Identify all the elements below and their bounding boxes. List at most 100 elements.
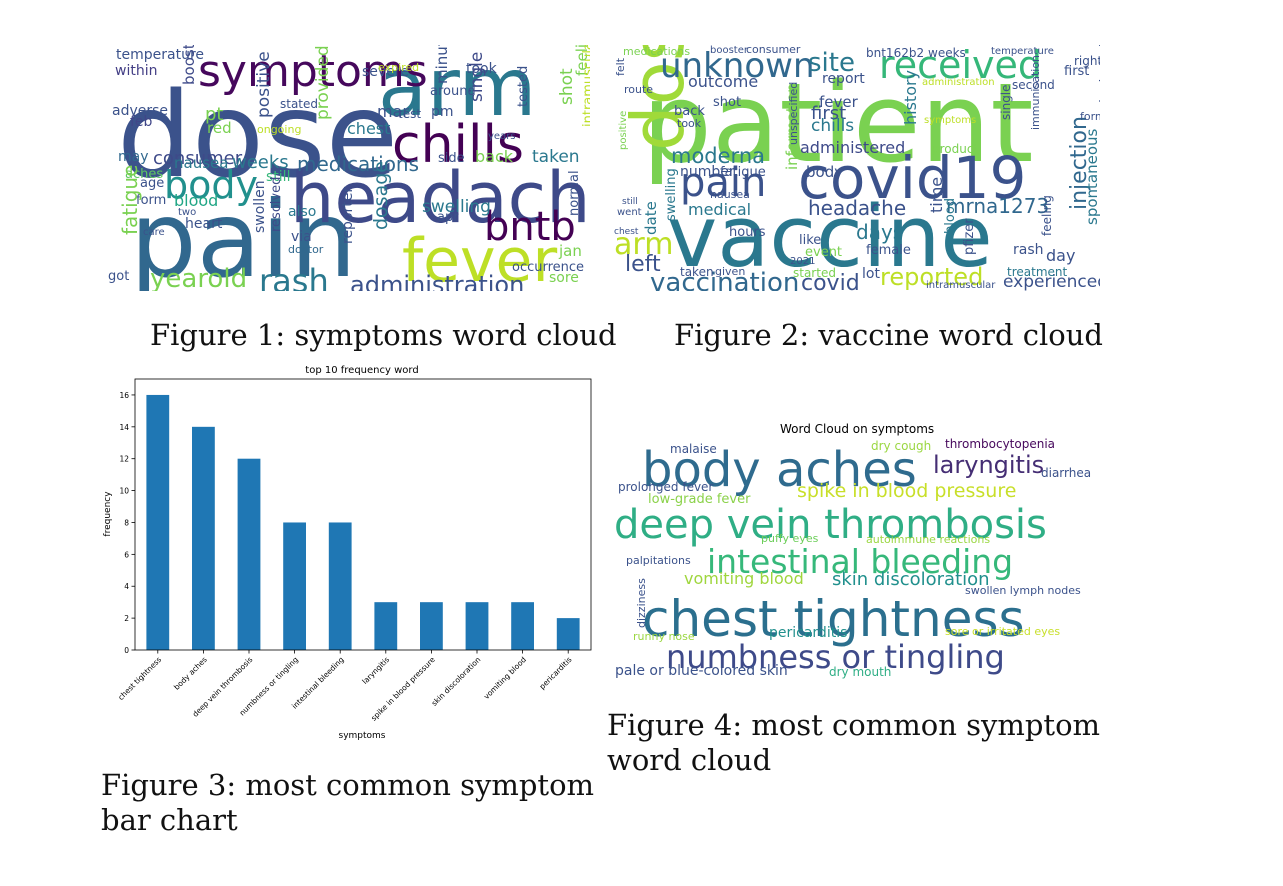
y-tick-label: 16	[119, 391, 129, 400]
word-product: product	[932, 141, 979, 156]
word-apr: apr	[437, 209, 459, 225]
word-report: report	[822, 71, 865, 88]
word-left: left	[625, 251, 661, 277]
word-dosage: dosage	[370, 161, 392, 230]
common-symptom-word-cloud: chest tightness body aches deep vein throm…	[606, 437, 1106, 683]
word-mar: mar	[377, 101, 409, 121]
bar-body-aches	[192, 426, 215, 650]
word-felt: felt	[614, 57, 627, 76]
figure-2-caption: Figure 2: vaccine word cloud	[674, 318, 1103, 352]
word-dry-cough: dry cough	[871, 438, 932, 453]
x-tick-label: pericarditis	[538, 655, 574, 691]
word-taken: taken	[532, 146, 580, 167]
chart-title: top 10 frequency word	[305, 365, 418, 376]
x-tick-label: chest tightness	[116, 655, 163, 702]
word-site: site	[808, 47, 855, 78]
word-hours: hours	[729, 224, 766, 240]
word-number: number	[680, 164, 735, 181]
word-reported: reported	[880, 263, 984, 291]
word-dizziness: dizziness	[635, 578, 648, 628]
bar-vomiting-blood	[511, 602, 534, 650]
word-still: still	[622, 196, 638, 207]
word-malaise: malaise	[670, 441, 717, 456]
word-medications: medications	[297, 152, 420, 177]
word-swelling: swelling	[422, 196, 491, 217]
word-expired: expired	[378, 61, 420, 75]
word-took: took	[677, 117, 702, 131]
word-doctor: doctor	[288, 243, 324, 257]
y-tick-label: 4	[124, 582, 129, 591]
x-tick-label: skin discoloration	[430, 655, 483, 708]
word-symptoms: symptoms	[924, 115, 977, 127]
word-rash: rash	[259, 262, 329, 291]
y-tick-label: 8	[124, 518, 129, 527]
word-covid: covid	[801, 270, 860, 291]
word-taken: taken	[680, 264, 714, 279]
word-palpitations: palpitations	[626, 554, 691, 568]
y-tick-label: 2	[124, 614, 129, 623]
word-sore-or-irritated-eyes: sore or irritated eyes	[945, 625, 1061, 639]
word-single: single	[467, 51, 487, 102]
word-sore: sore	[549, 270, 579, 287]
word-unknown: unknown	[660, 46, 815, 87]
word-vaccine: vaccine	[667, 187, 993, 287]
word-went: went	[617, 207, 642, 219]
word-rash: rash	[1013, 242, 1044, 259]
word-fever: fever	[819, 93, 858, 112]
word-right: right	[1074, 53, 1100, 68]
word-outcome: outcome	[688, 71, 759, 91]
word-positive: positive	[618, 110, 629, 150]
y-tick-label: 0	[124, 646, 129, 655]
word-body: body	[806, 163, 844, 182]
word-red: red	[207, 119, 232, 138]
bar-laryngitis	[374, 602, 398, 650]
word-took: took	[466, 61, 497, 78]
word-pfizer: pfizer	[962, 218, 977, 255]
x-axis-label: symptoms	[339, 731, 386, 741]
y-tick-label: 14	[119, 423, 129, 432]
word-administered: administered	[800, 137, 906, 157]
word-side: side	[438, 150, 465, 166]
y-tick-label: 6	[124, 550, 129, 559]
word-form: form	[136, 192, 167, 208]
word-pm: pm	[431, 104, 454, 121]
word-day: day	[1046, 245, 1076, 265]
word-back: back	[475, 146, 514, 166]
word-immunisation: immunisation	[1029, 54, 1042, 130]
word-vaccination: vaccination	[650, 267, 800, 291]
word-single: single	[999, 84, 1013, 120]
figure-3-caption: Figure 3: most common symptom bar chart	[101, 768, 595, 837]
word-unspecified: unspecified	[787, 81, 800, 145]
word-first: first	[811, 102, 847, 124]
word-tested: tested	[516, 65, 531, 107]
word-still: still	[266, 169, 291, 186]
word-temperature: temperature	[116, 47, 204, 64]
word-reporter: reporter	[340, 186, 356, 244]
word-back: back	[674, 103, 705, 119]
word-weeks: weeks	[232, 151, 289, 173]
word-headache: headache	[290, 157, 590, 240]
word-heart: heart	[185, 216, 223, 233]
word-fatigue: fatigue	[118, 164, 142, 235]
word-first: first	[1064, 63, 1090, 79]
bar-skin-discoloration	[465, 602, 489, 650]
word-history: history	[901, 69, 920, 125]
word-temperature: temperature	[991, 46, 1054, 58]
word-dose: dose	[117, 65, 399, 204]
word-spike-in-blood-pressure: spike in blood pressure	[797, 480, 1017, 503]
word-shot: shot	[713, 94, 742, 110]
word-numbness-or-tingling: numbness or tingling	[666, 638, 1005, 677]
word-body: body	[164, 163, 258, 208]
word-around: around	[430, 83, 476, 99]
bar-chart: top 10 frequency word 0 2 4 6 8 10 12 14 16 ches…	[103, 365, 592, 741]
word-chest-tightness: chest tightness	[642, 590, 1025, 648]
word-lot: lot	[862, 266, 880, 283]
word-spontaneous: spontaneous	[1083, 128, 1100, 225]
word-swollen-lymph-nodes: swollen lymph nodes	[965, 584, 1081, 598]
word-minutes: minutes	[433, 45, 451, 84]
figure-1-caption: Figure 1: symptoms word cloud	[150, 318, 617, 352]
word-occurrence: occurrence	[512, 259, 585, 275]
word-feeling: feeling	[1040, 195, 1054, 236]
word-cloud-title: Word Cloud on symptoms	[780, 422, 935, 436]
